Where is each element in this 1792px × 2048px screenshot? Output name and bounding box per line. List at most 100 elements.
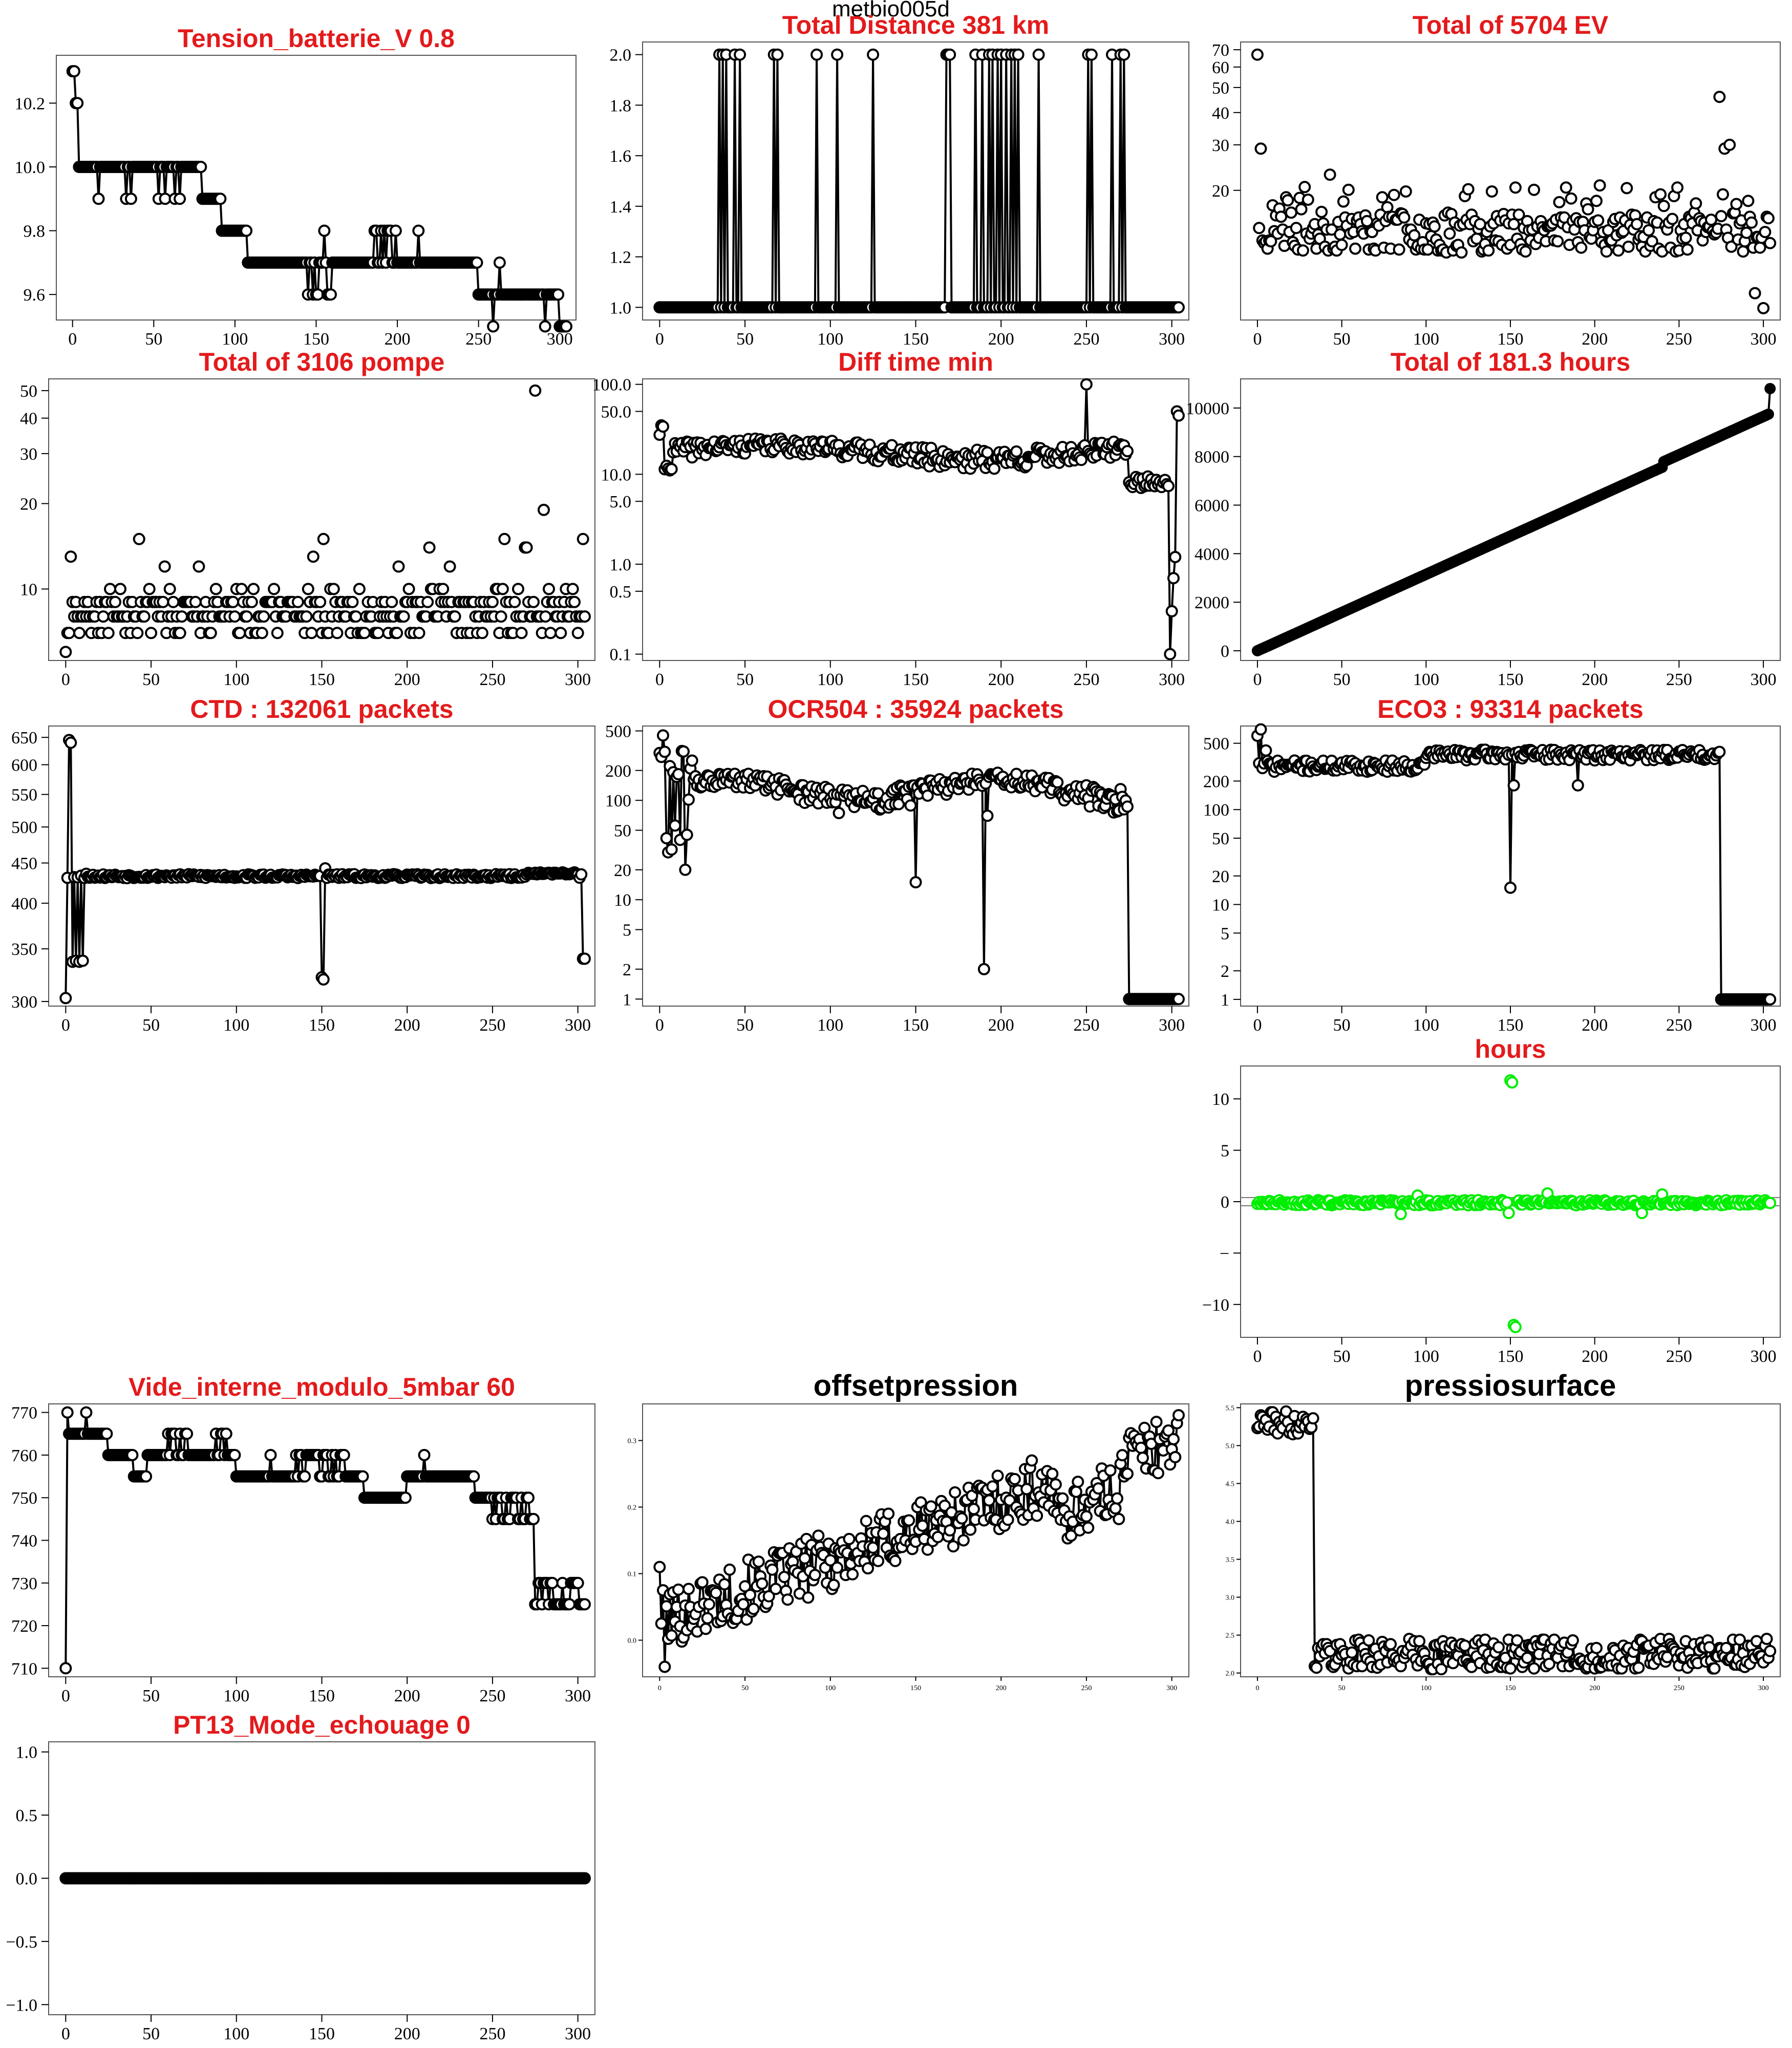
data-point: [214, 193, 227, 205]
y-tick-label: 550: [11, 786, 37, 805]
data-point: [487, 320, 500, 333]
data-point: [298, 1470, 311, 1483]
panel-title: Tension_batterie_V 0.8: [178, 24, 455, 53]
x-tick-label: 300: [1751, 1016, 1777, 1035]
data-point: [471, 256, 483, 269]
y-tick-label: 10: [614, 891, 631, 910]
data-point: [1762, 212, 1775, 225]
y-tick-label: 710: [11, 1659, 37, 1678]
data-point: [1582, 203, 1594, 216]
data-point: [672, 1583, 685, 1596]
data-point: [1165, 605, 1178, 617]
y-tick-label: 0.0: [628, 1637, 637, 1645]
data-point: [102, 627, 115, 639]
data-point: [679, 863, 692, 876]
y-tick-label: 5.5: [1226, 1404, 1235, 1412]
data-point: [1590, 1641, 1603, 1654]
data-point: [955, 1512, 968, 1525]
y-tick-label: 0.3: [628, 1438, 637, 1445]
data-point: [1260, 744, 1272, 757]
x-tick-label: 200: [1589, 1684, 1600, 1692]
data-point: [1528, 1662, 1541, 1675]
data-point: [68, 65, 80, 78]
x-tick-label: 0: [655, 670, 664, 689]
data-point: [1764, 1645, 1777, 1657]
data-point: [356, 1470, 369, 1483]
data-point: [163, 583, 176, 595]
data-point: [167, 595, 180, 608]
data-point: [174, 627, 186, 639]
x-tick-label: 50: [736, 670, 754, 689]
data-point: [563, 1598, 575, 1611]
data-point: [1295, 203, 1308, 216]
y-tick-label: 50: [614, 822, 631, 841]
data-point: [1290, 222, 1303, 234]
data-point: [1690, 197, 1702, 210]
y-tick-label: 1.0: [16, 1743, 38, 1762]
data-point: [527, 595, 540, 608]
data-point: [247, 583, 260, 595]
data-point: [781, 1593, 794, 1606]
data-point: [771, 48, 784, 61]
data-point: [305, 627, 318, 639]
data-point: [92, 193, 105, 205]
data-point: [1298, 181, 1311, 194]
y-tick-label: 5: [1221, 1142, 1229, 1161]
data-point: [467, 1470, 480, 1483]
x-tick-label: 100: [223, 670, 249, 689]
x-tick-label: 150: [309, 2024, 335, 2043]
panel-distance: Total Distance 381 km0 50 100 150 200 250 3001…: [610, 11, 1189, 349]
data-point: [1715, 210, 1727, 223]
data-point: [903, 1514, 915, 1527]
data-point: [1008, 1473, 1021, 1485]
data-point: [889, 1554, 902, 1567]
data-point: [1745, 216, 1758, 229]
data-point: [227, 595, 240, 608]
panel-title: pressiosurface: [1405, 1369, 1616, 1402]
data-point: [882, 1507, 895, 1520]
data-point: [358, 627, 371, 639]
x-tick-label: 0: [68, 330, 77, 349]
data-point: [1504, 881, 1517, 894]
x-tick-label: 100: [223, 1687, 249, 1705]
data-point: [520, 541, 533, 554]
data-point: [145, 627, 158, 639]
data-point: [703, 1598, 715, 1611]
data-point: [1346, 1646, 1358, 1659]
data-point: [1164, 648, 1177, 660]
data-point: [756, 1577, 769, 1590]
data-point: [860, 1514, 872, 1527]
data-point: [325, 288, 337, 301]
x-tick-label: 300: [565, 670, 591, 689]
x-tick-label: 300: [1159, 330, 1185, 349]
data-point: [916, 1519, 929, 1532]
x-tick-label: 0: [61, 1016, 70, 1035]
data-point: [1504, 1662, 1517, 1675]
data-point: [877, 1527, 890, 1540]
y-tick-label: 650: [11, 729, 37, 748]
data-point: [399, 1491, 412, 1504]
data-point: [181, 1427, 194, 1440]
y-tick-label: 10.0: [15, 158, 46, 177]
data-point: [1482, 244, 1495, 257]
data-point: [1135, 1441, 1147, 1454]
data-point: [412, 224, 425, 237]
data-point: [1072, 1476, 1084, 1488]
data-point: [1026, 1454, 1038, 1467]
y-tick-label: 30: [20, 445, 37, 464]
data-point: [1080, 1510, 1093, 1523]
data-point: [867, 48, 880, 61]
data-point: [909, 876, 922, 889]
panel-title: ECO3 : 93314 packets: [1377, 695, 1644, 723]
data-point: [189, 595, 202, 608]
data-point: [1764, 1197, 1777, 1209]
data-point: [579, 610, 591, 623]
y-tick-label: 6000: [1194, 497, 1229, 516]
x-tick-label: 150: [1498, 1016, 1524, 1035]
data-point: [986, 1480, 999, 1493]
x-tick-label: 250: [479, 1016, 505, 1035]
y-tick-label: 10.0: [601, 465, 632, 484]
data-point: [80, 1406, 93, 1419]
x-tick-label: 100: [1413, 670, 1439, 689]
